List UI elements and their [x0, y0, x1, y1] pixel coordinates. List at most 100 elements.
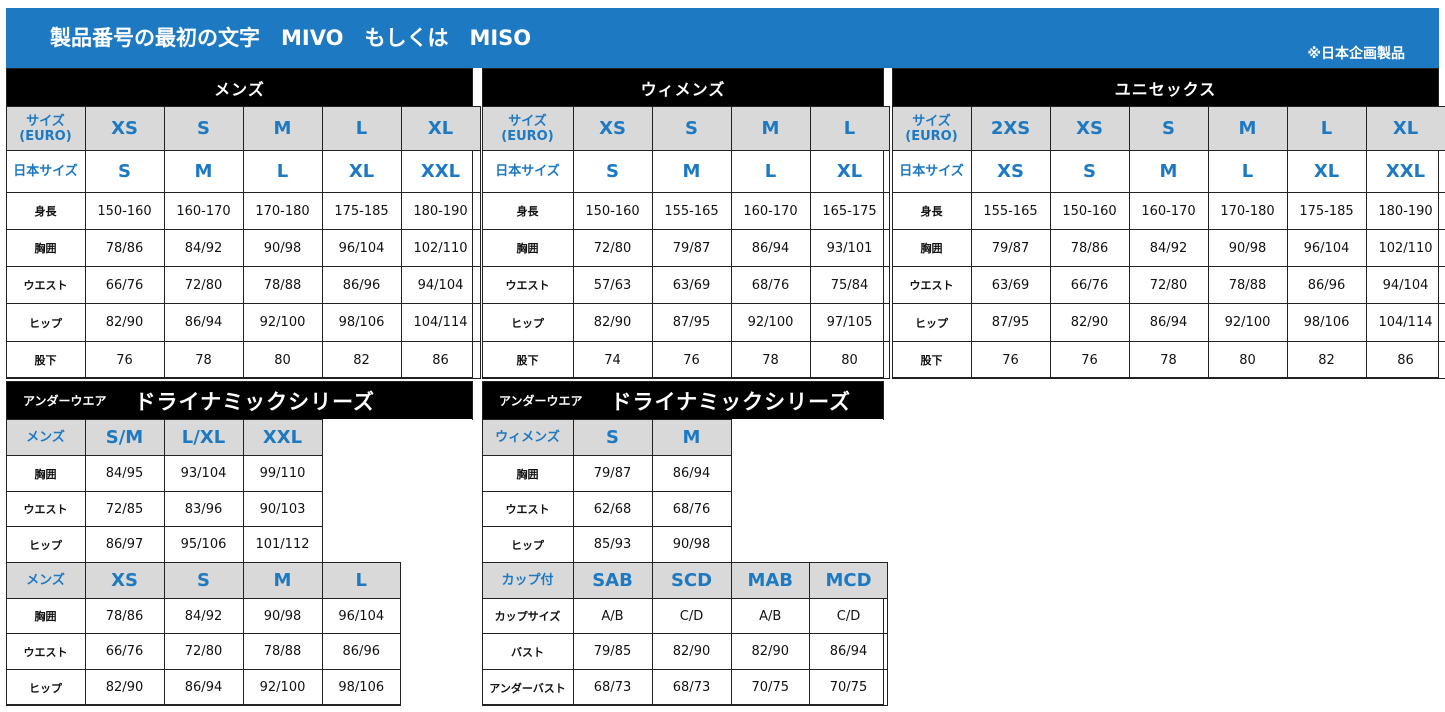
size-cell: XS	[572, 106, 653, 151]
size-cell: SAB	[572, 562, 653, 599]
table-row: 日本サイズ S M L XL	[481, 150, 890, 193]
size-cell: XXL	[1365, 150, 1445, 193]
size-cell: L	[730, 150, 811, 193]
row-label: 日本サイズ	[5, 150, 86, 193]
size-cell: 160-170	[163, 192, 244, 230]
table-row: ヒップ 85/93 90/98	[481, 526, 888, 563]
size-cell: 86/96	[321, 633, 401, 670]
size-cell: 78	[163, 341, 244, 379]
empty-cell	[731, 526, 810, 563]
size-cell: 80	[242, 341, 323, 379]
size-cell: M	[651, 150, 732, 193]
row-label: 胸囲	[891, 229, 972, 267]
size-header-row: カップ付 SAB SCD MAB MCD	[481, 562, 888, 599]
size-cell: M	[730, 106, 811, 151]
table-row: ウエスト 62/68 68/76	[481, 491, 888, 527]
size-cell: 87/95	[970, 303, 1051, 342]
row-label: 胸囲	[5, 455, 86, 492]
size-cell: 83/96	[163, 491, 244, 527]
mens-underwear-table: アンダーウエア ドライナミックシリーズ メンズ S/M L/XL XXL 胸囲 84/95 93…	[5, 381, 479, 706]
table-row: 股下 76 76 78 80 82 86	[891, 341, 1445, 379]
womens-size-table: ウィメンズ サイズ (EURO) XS S M L 日本サイズ S M L XL 身長 150-160 1…	[481, 68, 890, 379]
size-cell: S	[1128, 106, 1209, 151]
size-cell: 66/76	[1049, 266, 1130, 304]
table-row: ヒップ 82/90 86/94 92/100 98/106	[5, 669, 479, 706]
row-label: ウエスト	[5, 633, 86, 670]
row-label: 股下	[5, 341, 86, 379]
row-label: ウエスト	[891, 266, 972, 304]
row-label: サイズ (EURO)	[481, 106, 574, 151]
size-cell: 70/75	[809, 669, 888, 706]
table-row: 胸囲 79/87 78/86 84/92 90/98 96/104 102/110	[891, 229, 1445, 267]
row-label: ヒップ	[481, 303, 574, 342]
size-cell: XS	[84, 106, 165, 151]
table-row: 胸囲 78/86 84/92 90/98 96/104 102/110	[5, 229, 481, 267]
size-cell: 98/106	[321, 669, 401, 706]
row-label: カップサイズ	[481, 598, 574, 634]
size-cell: XL	[1286, 150, 1367, 193]
size-cell: L	[242, 150, 323, 193]
size-cell: M	[1128, 150, 1209, 193]
size-cell: XS	[970, 150, 1051, 193]
size-cell: XS	[1049, 106, 1130, 151]
table-row: ヒップ 87/95 82/90 86/94 92/100 98/106 104/114	[891, 303, 1445, 342]
size-cell: 102/110	[400, 229, 481, 267]
table-row: ウエスト 63/69 66/76 72/80 78/88 86/96 94/104	[891, 266, 1445, 304]
empty-cell	[400, 633, 479, 670]
size-cell: 82	[321, 341, 402, 379]
empty-cell	[731, 491, 810, 527]
size-cell: 82/90	[651, 633, 732, 670]
size-cell: S/M	[84, 419, 165, 456]
size-cell: 79/87	[651, 229, 732, 267]
empty-cell	[400, 562, 479, 599]
size-cell: 93/101	[809, 229, 890, 267]
size-cell: 96/104	[321, 229, 402, 267]
size-cell: L	[1207, 150, 1288, 193]
size-cell: 98/106	[321, 303, 402, 342]
size-cell: 155-165	[970, 192, 1051, 230]
size-cell: 98/106	[1286, 303, 1367, 342]
size-cell: A/B	[572, 598, 653, 634]
size-cell: 150-160	[1049, 192, 1130, 230]
size-cell: 78/88	[1207, 266, 1288, 304]
size-cell: MCD	[809, 562, 888, 599]
size-cell: 80	[809, 341, 890, 379]
size-cell: 95/106	[163, 526, 244, 563]
empty-cell	[400, 526, 479, 563]
empty-cell	[400, 598, 479, 634]
table-title-text: ドライナミックシリーズ	[610, 389, 852, 414]
size-cell: 102/110	[1365, 229, 1445, 267]
size-cell: 94/104	[1365, 266, 1445, 304]
size-cell: S	[84, 150, 165, 193]
size-header-row: ウィメンズ S M	[481, 419, 888, 456]
size-cell: 90/98	[1207, 229, 1288, 267]
size-cell: XL	[400, 106, 481, 151]
size-cell: 86/97	[84, 526, 165, 563]
table-row: ヒップ 82/90 87/95 92/100 97/105	[481, 303, 890, 342]
size-cell: C/D	[651, 598, 732, 634]
table-subtitle: アンダーウエア	[23, 394, 107, 408]
size-cell: 74	[572, 341, 653, 379]
size-cell: MAB	[730, 562, 810, 599]
size-cell: 75/84	[809, 266, 890, 304]
size-cell: 79/87	[572, 455, 653, 492]
size-cell: XL	[321, 150, 402, 193]
size-cell: 86/96	[321, 266, 402, 304]
empty-cell	[809, 419, 888, 456]
header-banner: 製品番号の最初の文字 MIVO もしくは MISO ※日本企画製品	[6, 8, 1439, 68]
size-cell: 97/105	[809, 303, 890, 342]
size-cell: 93/104	[163, 455, 244, 492]
size-cell: 160-170	[1128, 192, 1209, 230]
size-cell: 92/100	[242, 303, 323, 342]
size-cell: 82/90	[84, 669, 165, 706]
size-cell: 94/104	[400, 266, 481, 304]
size-cell: 72/85	[84, 491, 165, 527]
row-label: 胸囲	[481, 455, 574, 492]
empty-cell	[322, 491, 401, 527]
size-cell: 86/96	[1286, 266, 1367, 304]
table-row: アンダーバスト 68/73 68/73 70/75 70/75	[481, 669, 888, 706]
japan-product-note: ※日本企画製品	[1307, 46, 1405, 62]
unisex-size-table: ユニセックス サイズ (EURO) 2XS XS S M L XL 日本サイズ XS S M L XL XX…	[891, 68, 1445, 379]
mens-size-table: メンズ サイズ (EURO) XS S M L XL 日本サイズ S M L XL XXL 身長 150-1…	[5, 68, 481, 379]
size-cell: M	[242, 562, 323, 599]
